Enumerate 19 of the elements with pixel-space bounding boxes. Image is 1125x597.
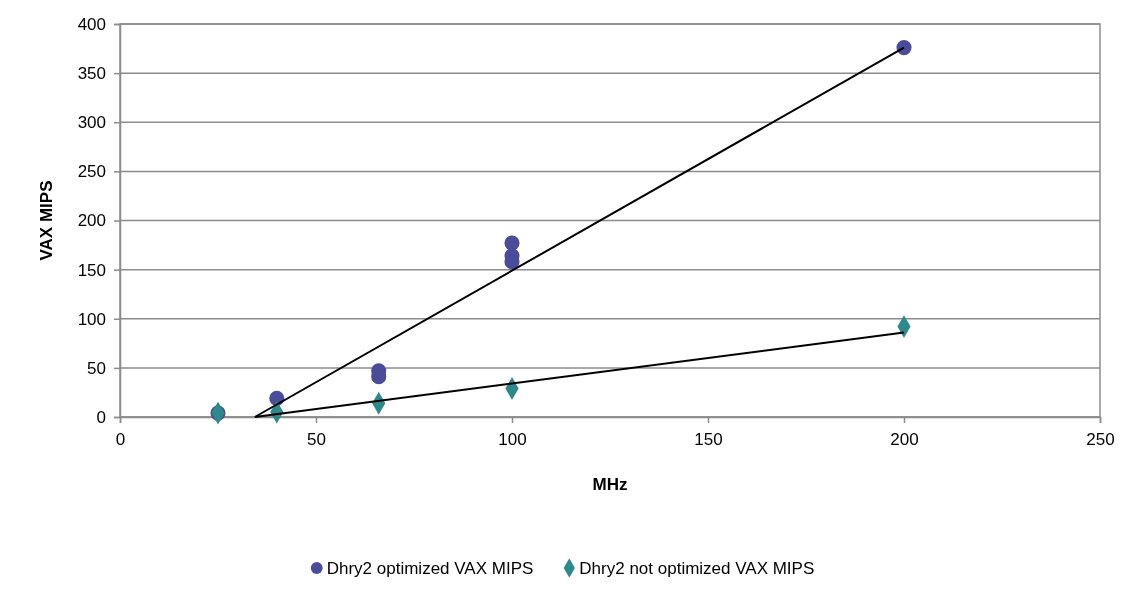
y-axis-title: VAX MIPS <box>37 180 56 261</box>
legend-label: Dhry2 not optimized VAX MIPS <box>579 559 815 578</box>
x-tick-label: 100 <box>498 430 527 450</box>
x-tick-label: 0 <box>115 430 126 450</box>
x-tick-label: 250 <box>1086 430 1115 450</box>
y-tick-label: 100 <box>77 309 106 329</box>
y-tick-label: 50 <box>87 358 106 378</box>
y-tick-label: 300 <box>77 113 106 133</box>
x-axis-title: MHz <box>592 475 628 494</box>
x-tick-label: 200 <box>890 430 919 450</box>
x-tick-label: 50 <box>307 430 326 450</box>
y-tick-label: 150 <box>77 260 106 280</box>
y-tick-label: 200 <box>77 211 106 231</box>
x-tick-label: 150 <box>694 430 723 450</box>
y-tick-label: 250 <box>77 162 106 182</box>
y-tick-label: 0 <box>96 407 106 427</box>
y-tick-label: 400 <box>77 14 106 34</box>
legend-label: Dhry2 optimized VAX MIPS <box>326 559 534 578</box>
y-tick-label: 350 <box>77 64 106 84</box>
